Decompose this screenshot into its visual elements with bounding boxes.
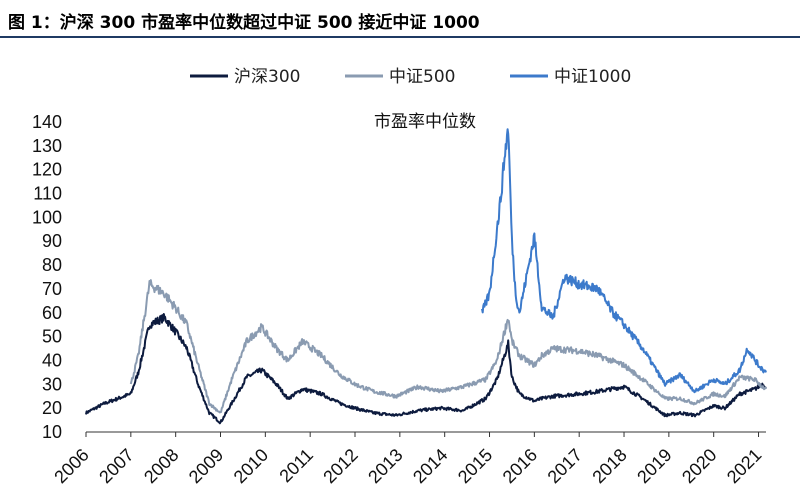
- x-tick-label: 2013: [364, 445, 406, 487]
- y-tick-label: 140: [32, 112, 62, 132]
- chart-series: [85, 128, 767, 425]
- legend-label: 沪深300: [234, 67, 300, 87]
- y-tick-label: 70: [42, 279, 62, 299]
- legend-label: 中证1000: [554, 67, 631, 87]
- x-tick-label: 2006: [50, 445, 92, 487]
- x-tick-label: 2016: [499, 445, 541, 487]
- x-tick-label: 2018: [588, 445, 630, 487]
- x-tick-label: 2020: [678, 445, 720, 487]
- series-line-1: [129, 279, 767, 414]
- chart-title: 市盈率中位数: [374, 112, 476, 132]
- y-tick-label: 90: [42, 231, 62, 251]
- x-tick-label: 2017: [544, 445, 586, 487]
- y-tick-label: 30: [42, 374, 62, 394]
- x-tick-label: 2010: [230, 445, 272, 487]
- x-tick-label: 2015: [454, 445, 496, 487]
- y-tick-label: 10: [42, 422, 62, 442]
- series-line-0: [85, 313, 767, 425]
- figure-header: 图 1：沪深 300 市盈率中位数超过中证 500 接近中证 1000: [0, 0, 800, 38]
- y-tick-label: 50: [42, 327, 62, 347]
- y-tick-label: 100: [32, 207, 62, 227]
- x-tick-label: 2011: [275, 445, 317, 487]
- x-tick-label: 2009: [185, 445, 227, 487]
- y-tick-label: 40: [42, 350, 62, 370]
- y-tick-label: 80: [42, 255, 62, 275]
- x-tick-label: 2021: [723, 445, 765, 487]
- header-divider: [0, 36, 800, 38]
- figure-title: 图 1：沪深 300 市盈率中位数超过中证 500 接近中证 1000: [8, 13, 480, 33]
- x-tick-label: 2014: [409, 445, 451, 487]
- y-tick-label: 60: [42, 303, 62, 323]
- y-tick-label: 130: [32, 136, 62, 156]
- x-tick-label: 2012: [319, 445, 361, 487]
- series-line-2: [481, 128, 767, 394]
- legend-label: 中证500: [389, 67, 455, 87]
- x-tick-label: 2008: [140, 445, 182, 487]
- y-tick-label: 120: [32, 160, 62, 180]
- chart-legend: 沪深300 中证500 中证1000: [190, 67, 631, 87]
- x-tick-label: 2019: [633, 445, 675, 487]
- y-tick-label: 110: [33, 184, 62, 204]
- y-tick-label: 20: [42, 398, 62, 418]
- x-tick-label: 2007: [95, 445, 137, 487]
